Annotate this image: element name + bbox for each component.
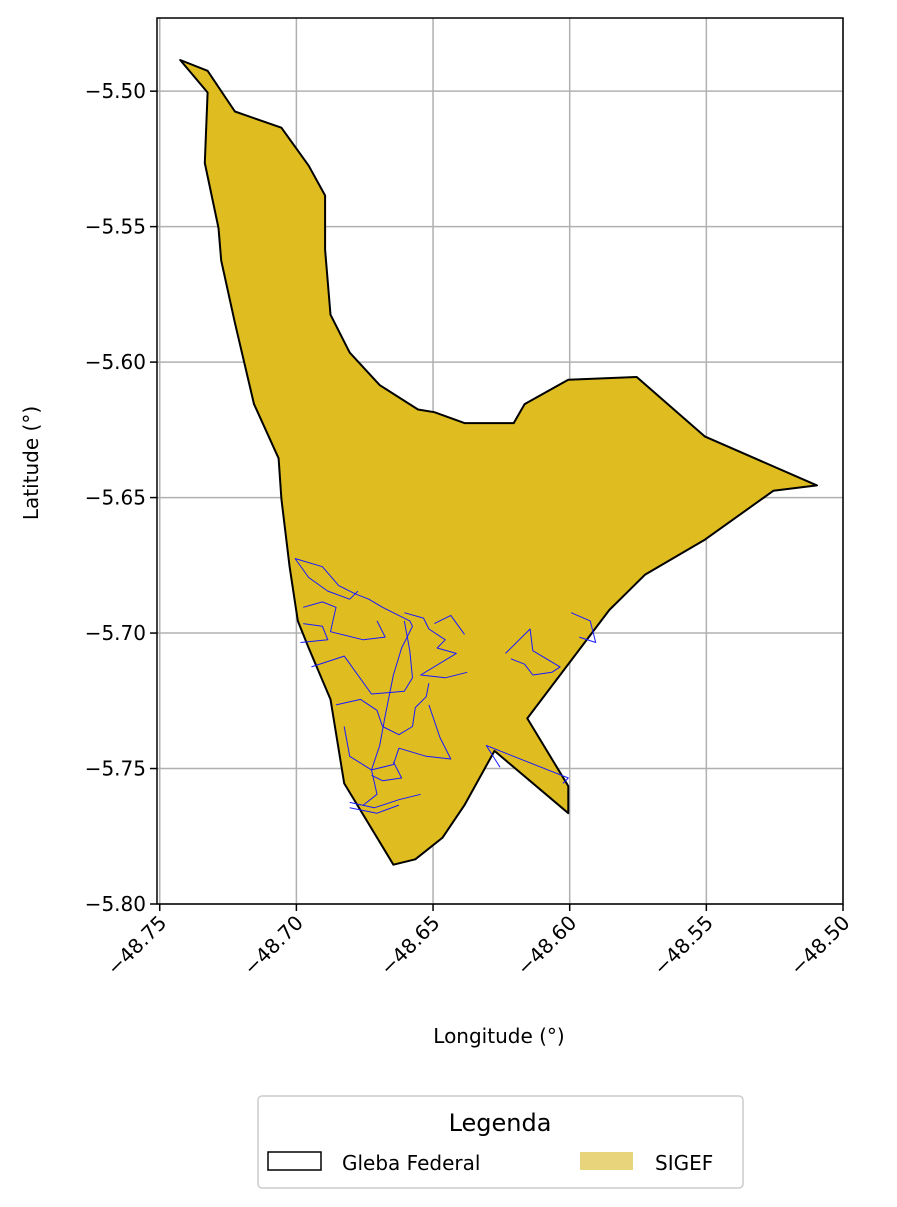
sigef-parcel-boundary [335,683,430,736]
sigef-parcel-boundary [294,558,359,600]
sigef-parcel-boundary [311,620,413,695]
y-tick-label: −5.70 [85,621,146,645]
sigef-parcel-boundary [343,704,452,771]
y-tick-label: −5.60 [85,350,146,374]
y-tick-label: −5.75 [85,757,146,781]
sigef-parcel-boundary [434,614,465,635]
legend-swatch-sigef [580,1152,633,1170]
sigef-parcel-boundary [300,623,329,643]
y-tick-label: −5.55 [85,215,146,239]
y-tick-label: −5.65 [85,486,146,510]
legend-title: Legenda [449,1109,552,1137]
legend-swatch-gleba-federal [267,1151,322,1171]
sigef-parcel-boundary [485,745,569,784]
sigef-parcel-boundary [294,558,413,806]
y-axis-ticks: −5.50 −5.55 −5.60 −5.65 −5.70 −5.75 −5.80 [85,79,157,916]
legend-label-gleba-federal: Gleba Federal [342,1151,480,1175]
sigef-parcel-boundary [349,793,421,809]
gleba-federal-polygon [179,59,818,866]
sigef-parcels-layer [294,558,597,814]
y-tick-label: −5.80 [85,892,146,916]
sigef-parcel-boundary [570,612,597,643]
sigef-parcel-boundary [404,612,468,679]
sigef-parcel-boundary [349,804,400,814]
gleba-federal-layer [179,59,818,866]
sigef-parcel-boundary [303,601,386,641]
x-axis-label: Longitude (°) [433,1024,564,1048]
legend-label-sigef: SIGEF [655,1151,713,1175]
y-tick-label: −5.50 [85,79,146,103]
plot-area-frame [156,17,844,905]
sigef-parcel-boundary [505,628,561,676]
sigef-parcel-boundary [371,761,403,782]
legend: Legenda Gleba Federal SIGEF [257,1095,744,1189]
y-axis-label: Latitude (°) [19,406,43,520]
